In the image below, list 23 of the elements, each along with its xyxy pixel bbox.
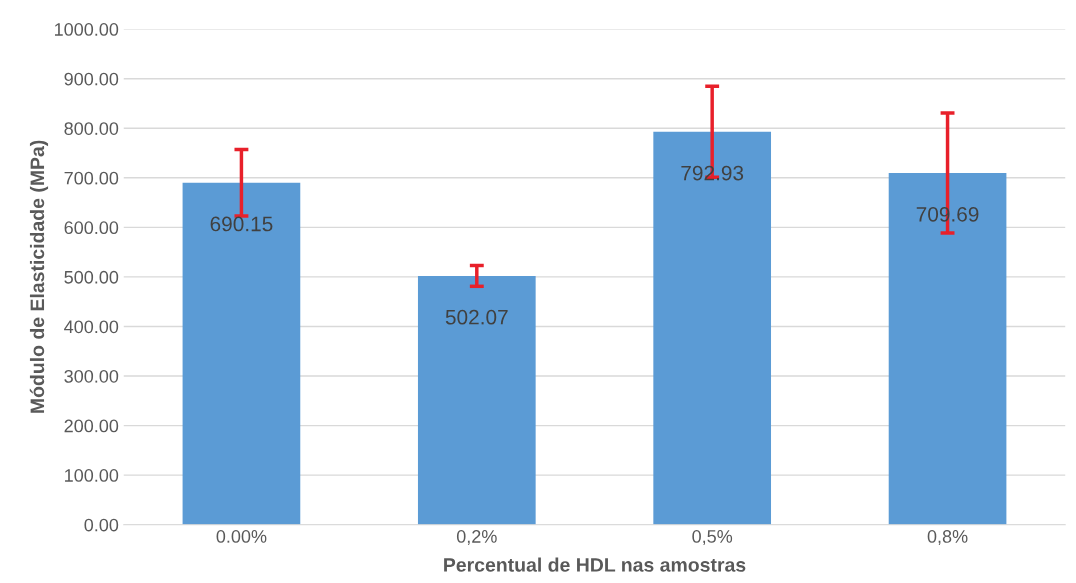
y-tick-label: 300.00 (64, 369, 119, 383)
y-tick-label: 200.00 (64, 419, 119, 433)
x-tick-label: 0.00% (216, 530, 267, 543)
y-tick-label: 800.00 (64, 122, 119, 135)
x-tick-label: 0,8% (927, 530, 968, 545)
y-tick-label: 1000.00 (55, 23, 119, 36)
x-tick-label: 0,5% (692, 530, 733, 545)
bar (653, 131, 772, 525)
x-axis-title: Percentual de HDL nas amostras (444, 557, 746, 572)
y-tick-label: 500.00 (64, 270, 119, 284)
bar (182, 182, 301, 525)
y-tick-label: 100.00 (65, 469, 119, 482)
x-tick-label: 0,2% (456, 530, 497, 545)
y-tick-label: 700.00 (64, 171, 119, 185)
y-tick-label: 0.00 (84, 518, 119, 532)
bar (417, 275, 536, 525)
data-label: 502.07 (445, 309, 508, 325)
y-tick-label: 400.00 (64, 320, 119, 334)
y-tick-label: 900.00 (64, 72, 119, 86)
data-label: 690.15 (210, 216, 273, 232)
y-tick-label: 600.00 (64, 221, 119, 235)
bar (888, 173, 1007, 525)
y-axis-title: Módulo de Elasticidade (MPa) (29, 140, 49, 413)
